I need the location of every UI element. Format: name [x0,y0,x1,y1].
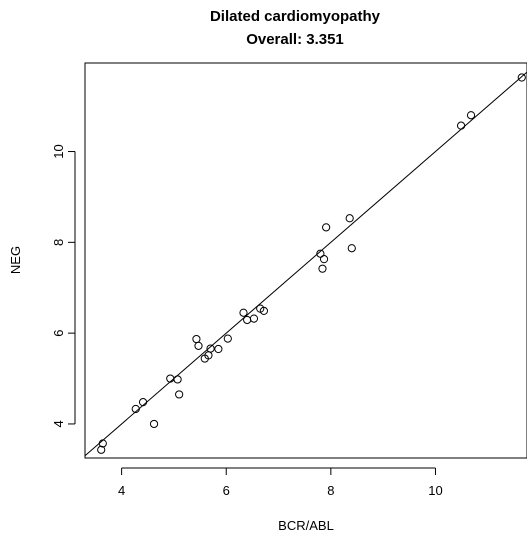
x-axis: 4 6 8 10 [118,467,443,498]
data-point [131,404,140,414]
data-point [149,419,159,429]
chart-subtitle: Overall: 3.351 [246,31,344,48]
data-point [319,255,329,264]
data-point [322,223,331,232]
y-tick-label: 6 [51,330,66,337]
y-axis: 4 6 8 10 [51,144,76,428]
data-point [206,344,215,353]
plot-frame [84,62,527,459]
data-point [243,315,252,325]
y-tick-label: 4 [51,420,66,427]
data-point [318,264,327,273]
data-point [192,334,201,344]
data-point [347,244,356,253]
data-point [517,73,526,82]
fit-line [84,71,527,457]
data-point [223,334,232,343]
data-point [97,445,106,454]
data-point [456,121,466,130]
x-tick-label: 4 [118,483,125,498]
data-point [98,439,107,448]
y-tick-label: 8 [51,239,66,246]
data-point [194,341,203,350]
data-point [173,375,182,384]
x-tick-label: 8 [327,483,334,498]
data-point [316,249,325,258]
x-tick-label: 6 [223,483,230,498]
chart-title: Dilated cardiomyopathy [210,8,381,25]
data-point [259,306,268,315]
x-tick-label: 10 [428,483,442,498]
y-axis-label: NEG [8,246,23,274]
y-tick-label: 10 [51,144,66,158]
data-point [175,390,184,399]
x-axis-label: BCR/ABL [278,518,334,533]
data-point [239,308,248,317]
data-point [138,398,148,407]
data-point [249,314,259,323]
data-point [214,344,223,354]
regression-line [84,71,527,457]
data-point [345,214,354,223]
data-points [97,73,526,454]
data-point [466,111,476,120]
